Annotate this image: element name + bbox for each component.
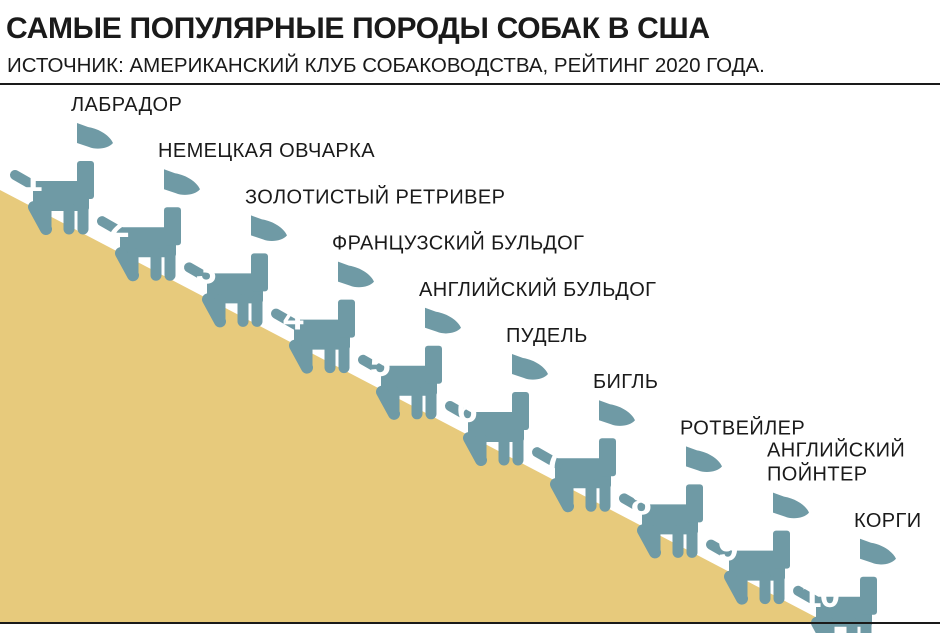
rank-number: 7 bbox=[544, 435, 563, 476]
top-divider bbox=[0, 83, 940, 85]
dog-7: 7 bbox=[537, 400, 635, 506]
dog-9: 9 bbox=[711, 493, 809, 599]
dog-5: 5 bbox=[363, 308, 461, 414]
dog-4: 4 bbox=[276, 262, 374, 368]
rank-number: 4 bbox=[283, 297, 304, 338]
dog-2: 2 bbox=[102, 169, 200, 275]
rank-number: 8 bbox=[631, 481, 651, 522]
breed-label-5: АНГЛИЙСКИЙ БУЛЬДОГ bbox=[419, 277, 656, 301]
breed-label-1: ЛАБРАДОР bbox=[71, 94, 182, 116]
breed-label-6: ПУДЕЛЬ bbox=[506, 325, 588, 347]
breed-label-10: КОРГИ bbox=[854, 510, 922, 532]
rank-number: 10 bbox=[801, 574, 840, 615]
rank-number: 9 bbox=[718, 528, 738, 569]
rank-number: 5 bbox=[370, 343, 390, 384]
bottom-divider bbox=[0, 622, 940, 624]
breed-label-2: НЕМЕЦКАЯ ОВЧАРКА bbox=[158, 140, 375, 162]
dog-8: 8 bbox=[624, 446, 722, 552]
breed-label-9-line-2: ПОЙНТЕР bbox=[767, 462, 867, 486]
rank-number: 2 bbox=[109, 204, 129, 245]
rank-number: 6 bbox=[457, 389, 477, 430]
breed-label-3: ЗОЛОТИСТЫЙ РЕТРИВЕР bbox=[245, 184, 505, 208]
breed-label-4: ФРАНЦУЗСКИЙ БУЛЬДОГ bbox=[332, 231, 584, 255]
source-subtitle: ИСТОЧНИК: АМЕРИКАНСКИЙ КЛУБ СОБАКОВОДСТВ… bbox=[7, 54, 765, 77]
breed-label-7: БИГЛЬ bbox=[593, 371, 658, 393]
rank-number: 3 bbox=[196, 250, 216, 291]
page-title: САМЫЕ ПОПУЛЯРНЫЕ ПОРОДЫ СОБАК В США bbox=[6, 12, 710, 45]
dog-6: 6 bbox=[450, 354, 548, 460]
breed-label-8: РОТВЕЙЛЕР bbox=[680, 415, 805, 439]
rank-number: 1 bbox=[22, 158, 42, 199]
dog-3: 3 bbox=[189, 215, 287, 321]
dog-10: 10 bbox=[798, 539, 896, 633]
dog-1: 1 bbox=[15, 123, 113, 229]
breed-label-9-line-1: АНГЛИЙСКИЙ bbox=[767, 438, 905, 462]
